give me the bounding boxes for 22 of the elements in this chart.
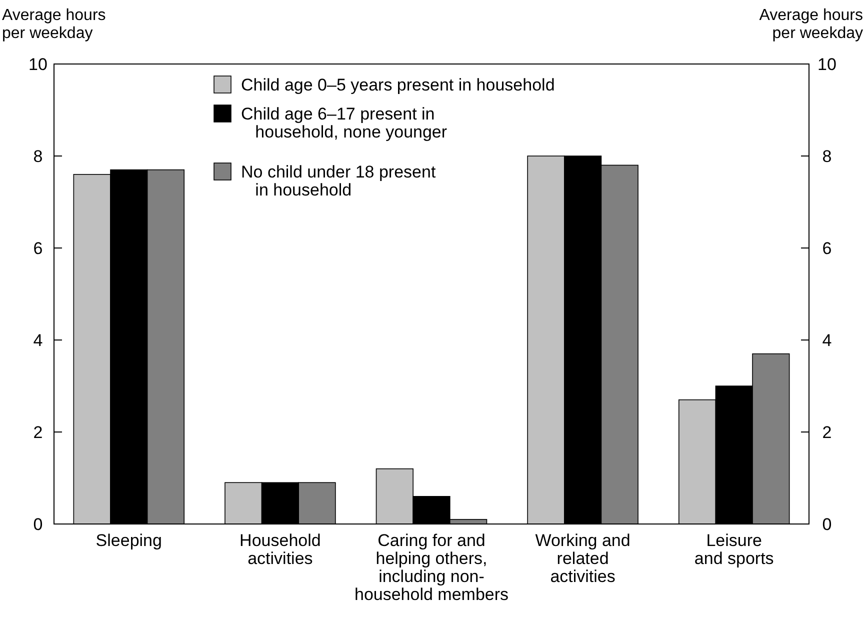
y2-tick-label: 6 [822, 238, 832, 258]
x-tick-label: Sleeping [96, 531, 162, 550]
x-tick-label: Caring for and helping others, including non- household members [354, 531, 509, 604]
x-tick-label: Working and related activities [535, 531, 630, 586]
y-tick-label: 0 [33, 514, 43, 534]
legend-label: No child under 18 present in household [241, 162, 436, 200]
x-tick-label: Leisure and sports [694, 531, 774, 568]
y-tick-label: 4 [33, 330, 43, 350]
legend-label: Child age 0–5 years present in household [241, 76, 555, 94]
y2-tick-label: 4 [822, 330, 832, 350]
y-axis-title: Average hours per weekday [2, 7, 106, 42]
y-tick-label: 10 [28, 54, 48, 74]
y2-tick-label: 0 [822, 514, 832, 534]
legend-label: Child age 6–17 present in household, none younger [241, 104, 448, 142]
y2-axis-title: Average hours per weekday [759, 7, 863, 42]
y-tick-label: 2 [33, 422, 43, 442]
y2-tick-label: 10 [818, 54, 836, 74]
y2-tick-label: 2 [822, 422, 832, 442]
y2-tick-label: 8 [822, 146, 832, 166]
x-tick-label: Household activities [240, 531, 321, 568]
y-tick-label: 8 [33, 146, 43, 166]
y-tick-label: 6 [33, 238, 43, 258]
